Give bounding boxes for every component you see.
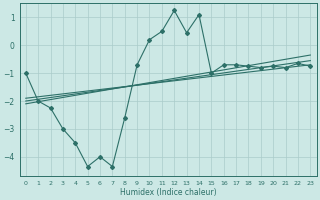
X-axis label: Humidex (Indice chaleur): Humidex (Indice chaleur) — [120, 188, 216, 197]
